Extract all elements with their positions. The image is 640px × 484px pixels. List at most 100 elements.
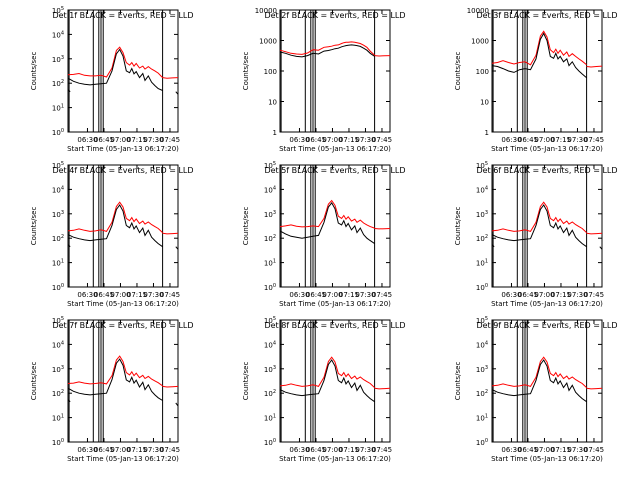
- x-tick-label: 07:45: [372, 446, 392, 454]
- y-tick-exponent: 1: [61, 259, 64, 265]
- y-tick-exponent: 2: [273, 389, 276, 395]
- y-tick-exponent: 4: [485, 340, 488, 346]
- y-tick-label: 101: [476, 259, 488, 268]
- y-axis-label: Counts/sec: [242, 52, 250, 91]
- y-tick-label: 103: [476, 210, 488, 219]
- y-tick-label: 103: [264, 210, 276, 219]
- y-tick-exponent: 0: [485, 283, 488, 289]
- y-tick-label: 10: [480, 99, 489, 107]
- y-tick-label: 102: [476, 389, 488, 398]
- y-tick-label: 1: [273, 129, 277, 137]
- plot-frame: [280, 10, 390, 132]
- y-tick-label: 102: [52, 79, 64, 88]
- y-axis-label: Counts/sec: [30, 52, 38, 91]
- lld-series-line: [280, 201, 375, 229]
- y-tick-label: 104: [476, 340, 488, 349]
- y-tick-label: 100: [52, 128, 64, 137]
- y-tick-exponent: 4: [273, 340, 276, 346]
- y-tick-exponent: 1: [485, 414, 488, 420]
- y-tick-label: 100: [264, 438, 276, 447]
- lld-series-line: [280, 357, 375, 387]
- x-axis-label: Start Time (05-Jan-13 06:17:20): [67, 300, 179, 308]
- detector-plot-1: 10010110210310410506:3006:4507:0007:1507…: [30, 6, 194, 153]
- x-axis-label: Start Time (05-Jan-13 06:17:20): [279, 455, 391, 463]
- y-tick-label: 100: [264, 68, 277, 76]
- plot-title: Det 4f BLACK = Events, RED = LLD: [52, 166, 193, 175]
- plot-title: Det 8f BLACK = Events, RED = LLD: [264, 321, 405, 330]
- y-tick-label: 102: [264, 389, 276, 398]
- detector-plot-6: 10010110210310410506:3006:4507:0007:1507…: [454, 161, 618, 308]
- y-tick-exponent: 0: [273, 283, 276, 289]
- y-tick-exponent: 4: [61, 185, 64, 191]
- y-tick-exponent: 0: [61, 438, 64, 444]
- y-tick-exponent: 3: [273, 210, 276, 216]
- y-tick-exponent: 0: [61, 128, 64, 134]
- y-tick-label: 104: [264, 185, 276, 194]
- plot-title: Det 6f BLACK = Events, RED = LLD: [476, 166, 617, 175]
- lld-series-line: [587, 233, 602, 234]
- y-tick-label: 100: [52, 438, 64, 447]
- x-axis-label: Start Time (05-Jan-13 06:17:20): [67, 455, 179, 463]
- y-tick-exponent: 2: [485, 234, 488, 240]
- y-tick-label: 103: [264, 365, 276, 374]
- detector-plot-3: 11010010001000006:3006:4507:0007:1507:30…: [454, 7, 618, 153]
- y-tick-label: 103: [476, 365, 488, 374]
- detector-plot-2: 11010010001000006:3006:4507:0007:1507:30…: [242, 7, 406, 153]
- y-tick-exponent: 4: [61, 340, 64, 346]
- y-tick-exponent: 1: [61, 104, 64, 110]
- y-tick-label: 1000: [471, 38, 489, 46]
- y-tick-label: 100: [476, 283, 488, 292]
- y-tick-label: 100: [476, 68, 489, 76]
- detector-plot-7: 10010110210310410506:3006:4507:0007:1507…: [30, 316, 194, 463]
- y-axis-label: Counts/sec: [242, 362, 250, 401]
- y-axis-label: Counts/sec: [30, 362, 38, 401]
- y-tick-label: 102: [476, 234, 488, 243]
- y-tick-label: 104: [52, 30, 64, 39]
- x-axis-label: Start Time (05-Jan-13 06:17:20): [279, 145, 391, 153]
- plot-frame: [68, 165, 178, 287]
- lld-series-line: [375, 388, 390, 389]
- y-axis-label: Counts/sec: [454, 207, 462, 246]
- y-tick-label: 101: [476, 414, 488, 423]
- x-tick-label: 07:45: [584, 446, 604, 454]
- y-tick-exponent: 4: [485, 185, 488, 191]
- x-axis-label: Start Time (05-Jan-13 06:17:20): [491, 145, 603, 153]
- x-tick-label: 07:45: [160, 136, 180, 144]
- y-axis-label: Counts/sec: [454, 362, 462, 401]
- y-tick-label: 10: [268, 99, 277, 107]
- y-tick-label: 101: [52, 414, 64, 423]
- y-tick-label: 101: [264, 259, 276, 268]
- y-tick-exponent: 4: [61, 30, 64, 36]
- lld-series-line: [68, 356, 163, 386]
- x-axis-label: Start Time (05-Jan-13 06:17:20): [279, 300, 391, 308]
- x-tick-label: 07:45: [160, 446, 180, 454]
- plot-title: Det 7f BLACK = Events, RED = LLD: [52, 321, 193, 330]
- lld-series-line: [68, 47, 163, 77]
- y-tick-label: 101: [52, 104, 64, 113]
- plot-frame: [280, 320, 390, 442]
- lld-series-line: [163, 78, 178, 79]
- y-tick-label: 100: [264, 283, 276, 292]
- plot-frame: [492, 320, 602, 442]
- y-tick-label: 102: [52, 234, 64, 243]
- y-tick-exponent: 1: [485, 259, 488, 265]
- detector-plot-4: 10010110210310410506:3006:4507:0007:1507…: [30, 161, 194, 308]
- y-tick-exponent: 1: [61, 414, 64, 420]
- x-tick-label: 07:45: [372, 291, 392, 299]
- x-axis-label: Start Time (05-Jan-13 06:17:20): [67, 145, 179, 153]
- y-tick-exponent: 2: [273, 234, 276, 240]
- x-axis-label: Start Time (05-Jan-13 06:17:20): [491, 300, 603, 308]
- detector-plot-9: 10010110210310410506:3006:4507:0007:1507…: [454, 316, 618, 463]
- y-tick-exponent: 1: [273, 259, 276, 265]
- plot-title: Det 9f BLACK = Events, RED = LLD: [476, 321, 617, 330]
- lld-series-line: [587, 66, 602, 67]
- y-tick-label: 103: [52, 210, 64, 219]
- y-axis-label: Counts/sec: [242, 207, 250, 246]
- y-tick-exponent: 3: [61, 365, 64, 371]
- plot-title: Det 1f BLACK = Events, RED = LLD: [52, 11, 193, 20]
- plot-frame: [68, 320, 178, 442]
- y-axis-label: Counts/sec: [454, 52, 462, 91]
- y-axis-label: Counts/sec: [30, 207, 38, 246]
- lld-series-line: [163, 386, 178, 387]
